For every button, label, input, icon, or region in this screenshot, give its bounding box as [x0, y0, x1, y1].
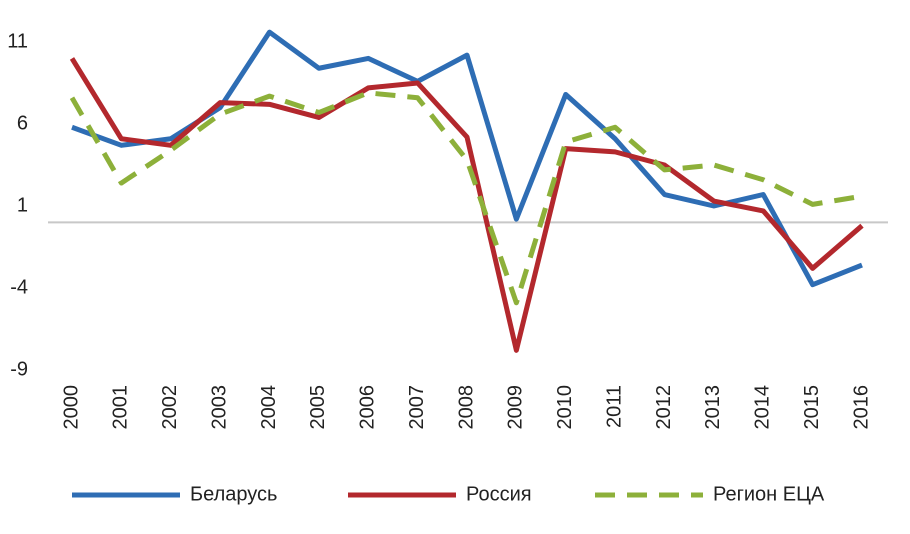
legend-label: Россия — [466, 483, 532, 505]
x-tick-label: 2010 — [554, 385, 576, 430]
series-line — [69, 57, 864, 353]
x-tick-label: 2000 — [60, 385, 82, 430]
x-tick-label: 2008 — [455, 385, 477, 430]
x-tick-label: 2012 — [653, 385, 675, 430]
y-tick-label: -9 — [10, 358, 28, 380]
y-tick-label: 1 — [17, 194, 28, 216]
x-tick-label: 2016 — [850, 385, 872, 430]
x-tick-label: 2003 — [208, 385, 230, 430]
legend-label: Регион ЕЦА — [713, 483, 825, 505]
y-tick-label: 11 — [7, 30, 28, 52]
x-tick-label: 2013 — [702, 385, 724, 430]
x-tick-label: 2007 — [406, 385, 428, 430]
y-tick-label: -4 — [10, 276, 28, 298]
x-tick-label: 2009 — [505, 385, 527, 430]
x-tick-label: 2006 — [357, 385, 379, 430]
x-tick-label: 2014 — [752, 385, 774, 430]
x-tick-label: 2015 — [801, 385, 823, 430]
series-line — [69, 90, 863, 306]
y-tick-label: 6 — [17, 112, 28, 134]
legend-label: Беларусь — [190, 483, 277, 505]
x-tick-label: 2004 — [258, 385, 280, 430]
series-line — [71, 29, 863, 288]
x-tick-label: 2001 — [110, 385, 132, 430]
x-tick-label: 2005 — [307, 385, 329, 430]
x-tick-label: 2011 — [603, 385, 625, 428]
x-tick-label: 2002 — [159, 385, 181, 430]
